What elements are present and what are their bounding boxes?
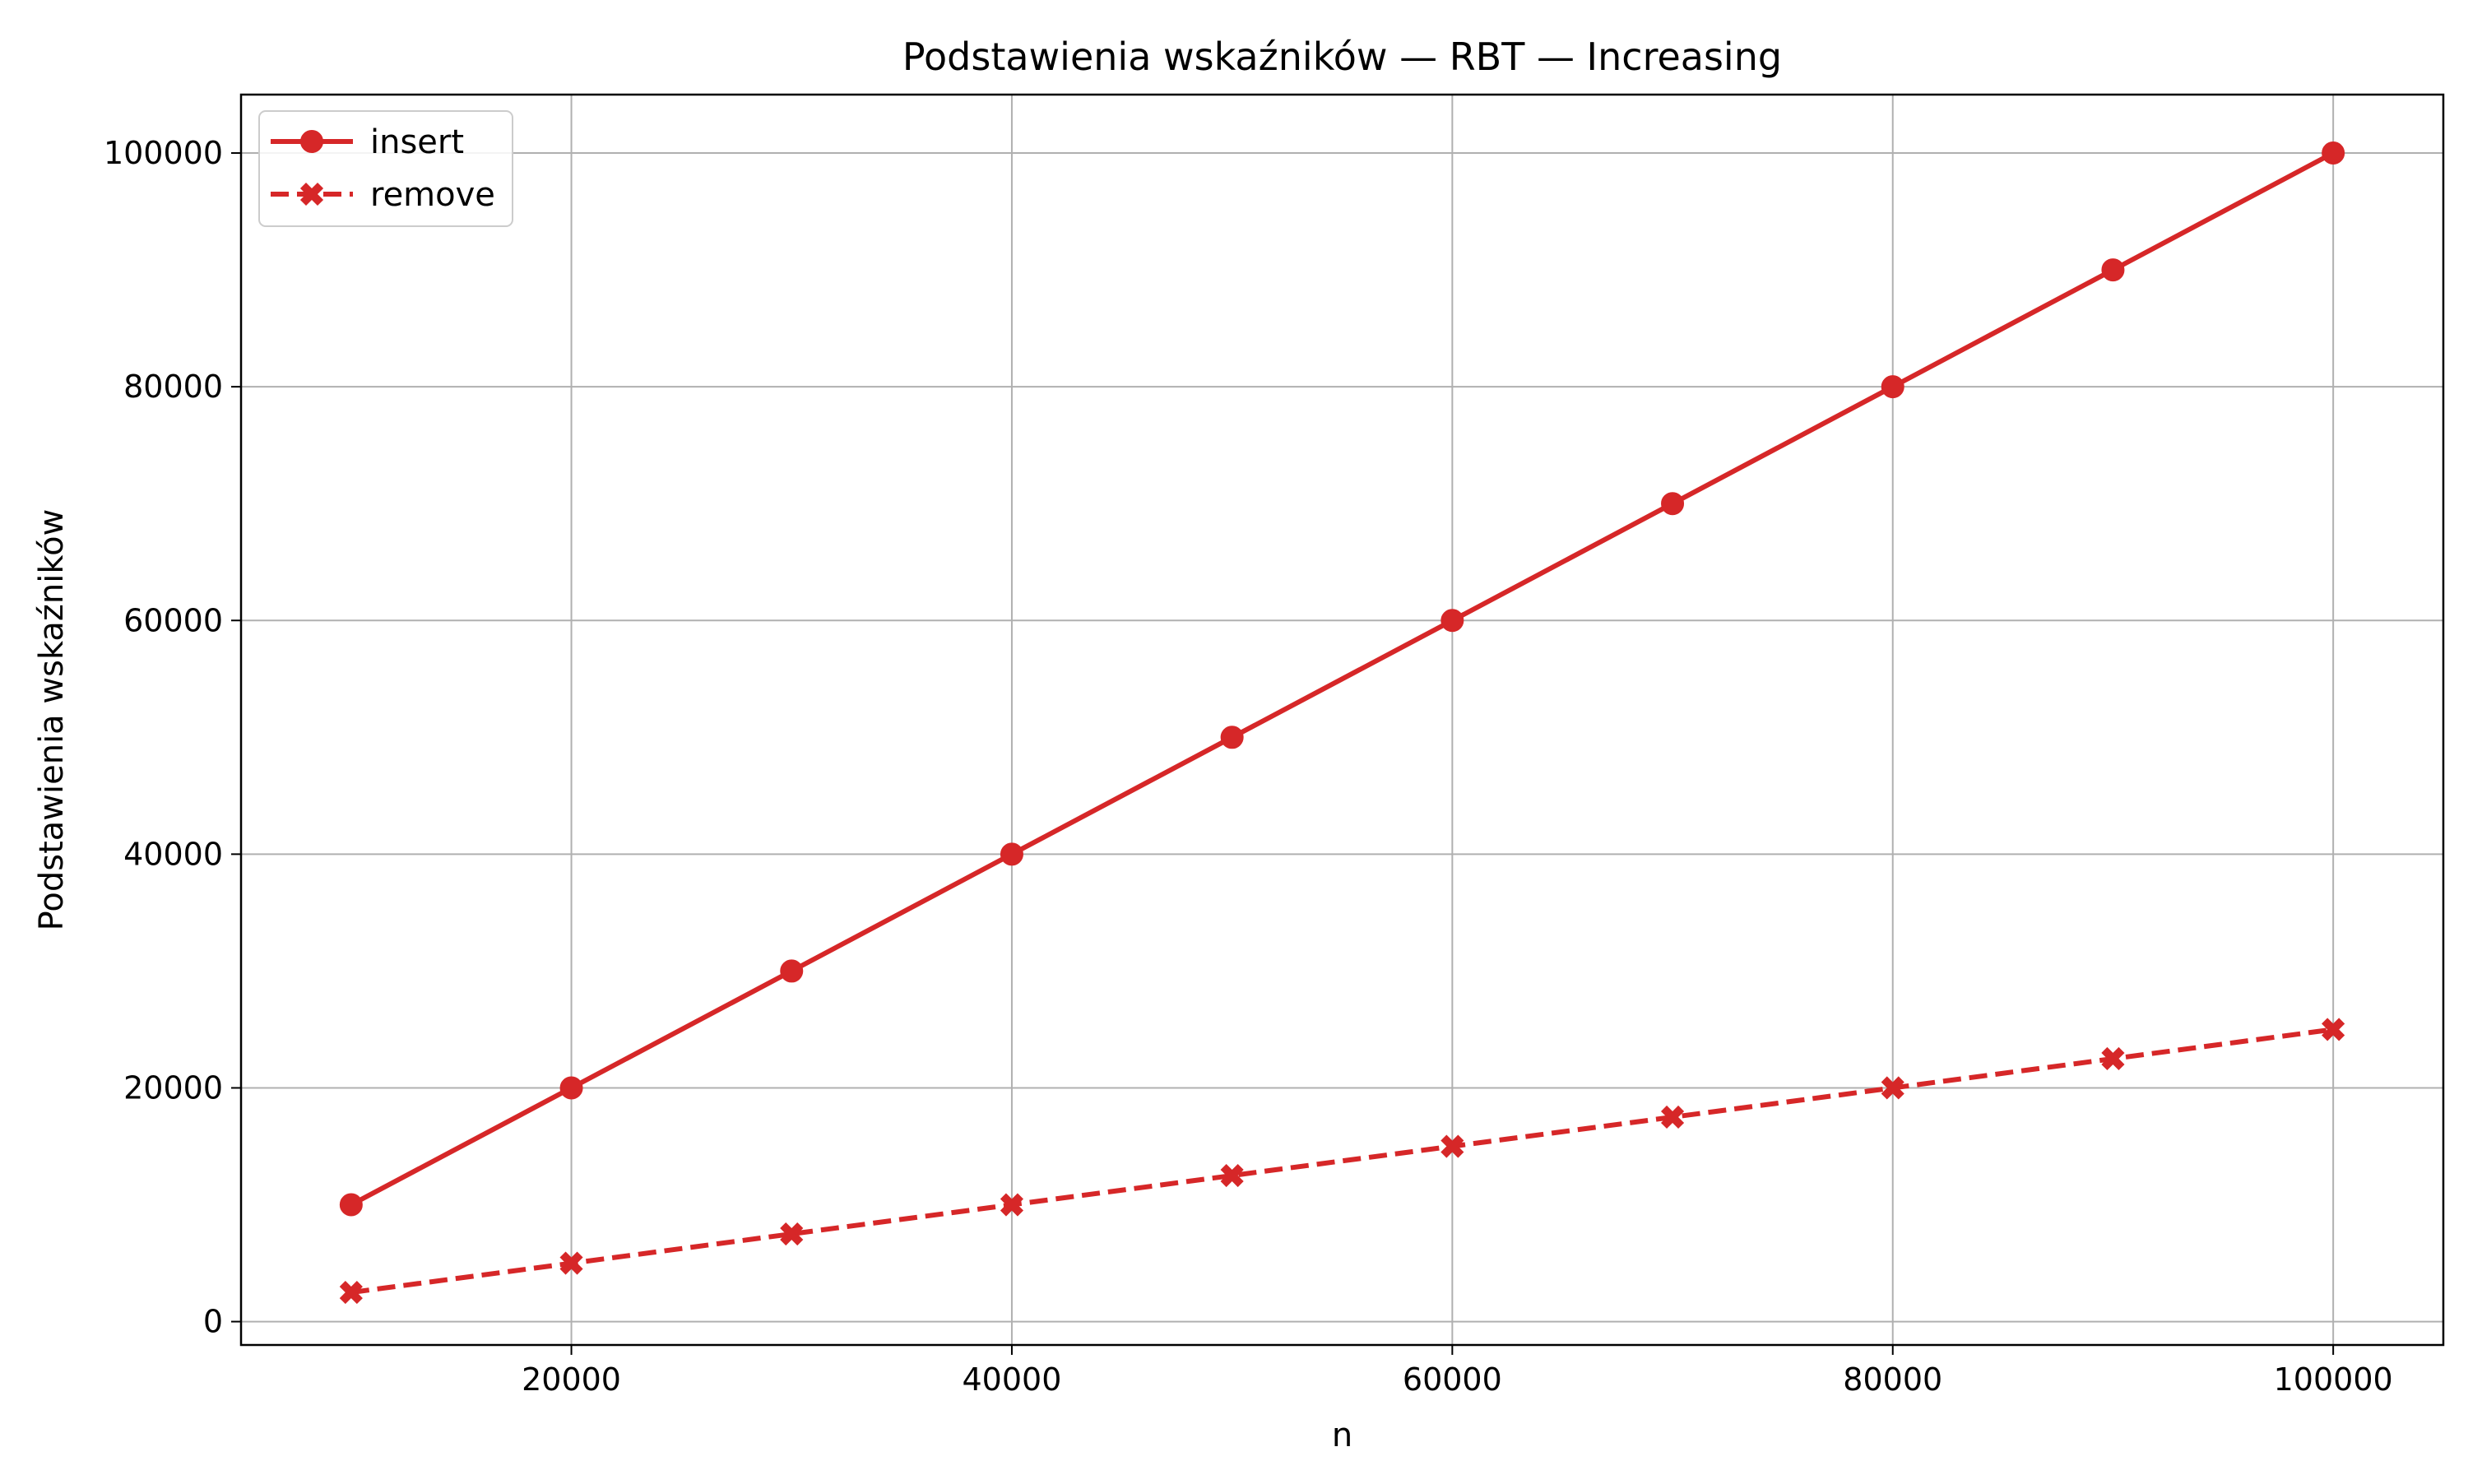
series-insert xyxy=(339,141,2345,1217)
data-point-insert xyxy=(2101,258,2125,282)
series-line-insert xyxy=(350,151,2335,1208)
data-point-remove xyxy=(339,1281,363,1305)
series-line-remove xyxy=(350,1027,2334,1296)
series-layer xyxy=(339,141,2345,1305)
chart-title: Podstawienia wskaźników — RBT — Increasi… xyxy=(902,35,1782,79)
axis-ticks: 20000 40000 60000 80000 100000 0 20000 40000 600… xyxy=(104,135,2393,1398)
y-tick-label: 40000 xyxy=(123,836,223,872)
data-point-remove xyxy=(2322,1018,2345,1041)
legend-label-remove: remove xyxy=(370,176,495,214)
y-tick-label: 100000 xyxy=(104,135,223,171)
x-tick-label: 20000 xyxy=(522,1361,621,1398)
data-point-remove xyxy=(1000,1193,1024,1217)
legend-marker-remove xyxy=(299,182,324,206)
x-tick-label: 100000 xyxy=(2274,1361,2393,1398)
data-point-remove xyxy=(559,1251,583,1275)
x-tick-label: 40000 xyxy=(963,1361,1062,1398)
x-axis-label: n xyxy=(1332,1417,1352,1454)
y-tick-label: 20000 xyxy=(123,1069,223,1106)
data-point-insert xyxy=(559,1076,583,1100)
data-point-insert xyxy=(1000,842,1023,866)
series-remove xyxy=(339,1018,2345,1305)
data-point-insert xyxy=(2322,141,2345,165)
data-point-remove xyxy=(780,1222,804,1246)
y-tick-label: 0 xyxy=(203,1304,223,1340)
data-point-remove xyxy=(1881,1076,1904,1100)
data-point-remove xyxy=(1660,1105,1685,1129)
x-tick-label: 80000 xyxy=(1843,1361,1942,1398)
data-point-remove xyxy=(2101,1046,2125,1071)
data-point-remove xyxy=(1220,1163,1244,1188)
data-point-insert xyxy=(1881,375,1904,399)
legend-label-insert: insert xyxy=(370,123,464,161)
data-point-remove xyxy=(1440,1134,1464,1158)
data-point-insert xyxy=(1220,726,1244,749)
y-axis-label: Podstawienia wskaźników xyxy=(33,509,71,931)
legend: insert remove xyxy=(258,110,513,227)
plot-area-frame xyxy=(239,93,2445,1347)
grid xyxy=(241,95,2443,1345)
x-tick-label: 60000 xyxy=(1403,1361,1502,1398)
data-point-insert xyxy=(1440,609,1464,633)
legend-marker-insert xyxy=(300,130,323,153)
data-point-insert xyxy=(1661,492,1685,516)
data-point-insert xyxy=(339,1193,363,1217)
y-tick-label: 80000 xyxy=(123,369,223,405)
data-point-insert xyxy=(780,959,804,983)
y-tick-label: 60000 xyxy=(123,602,223,638)
